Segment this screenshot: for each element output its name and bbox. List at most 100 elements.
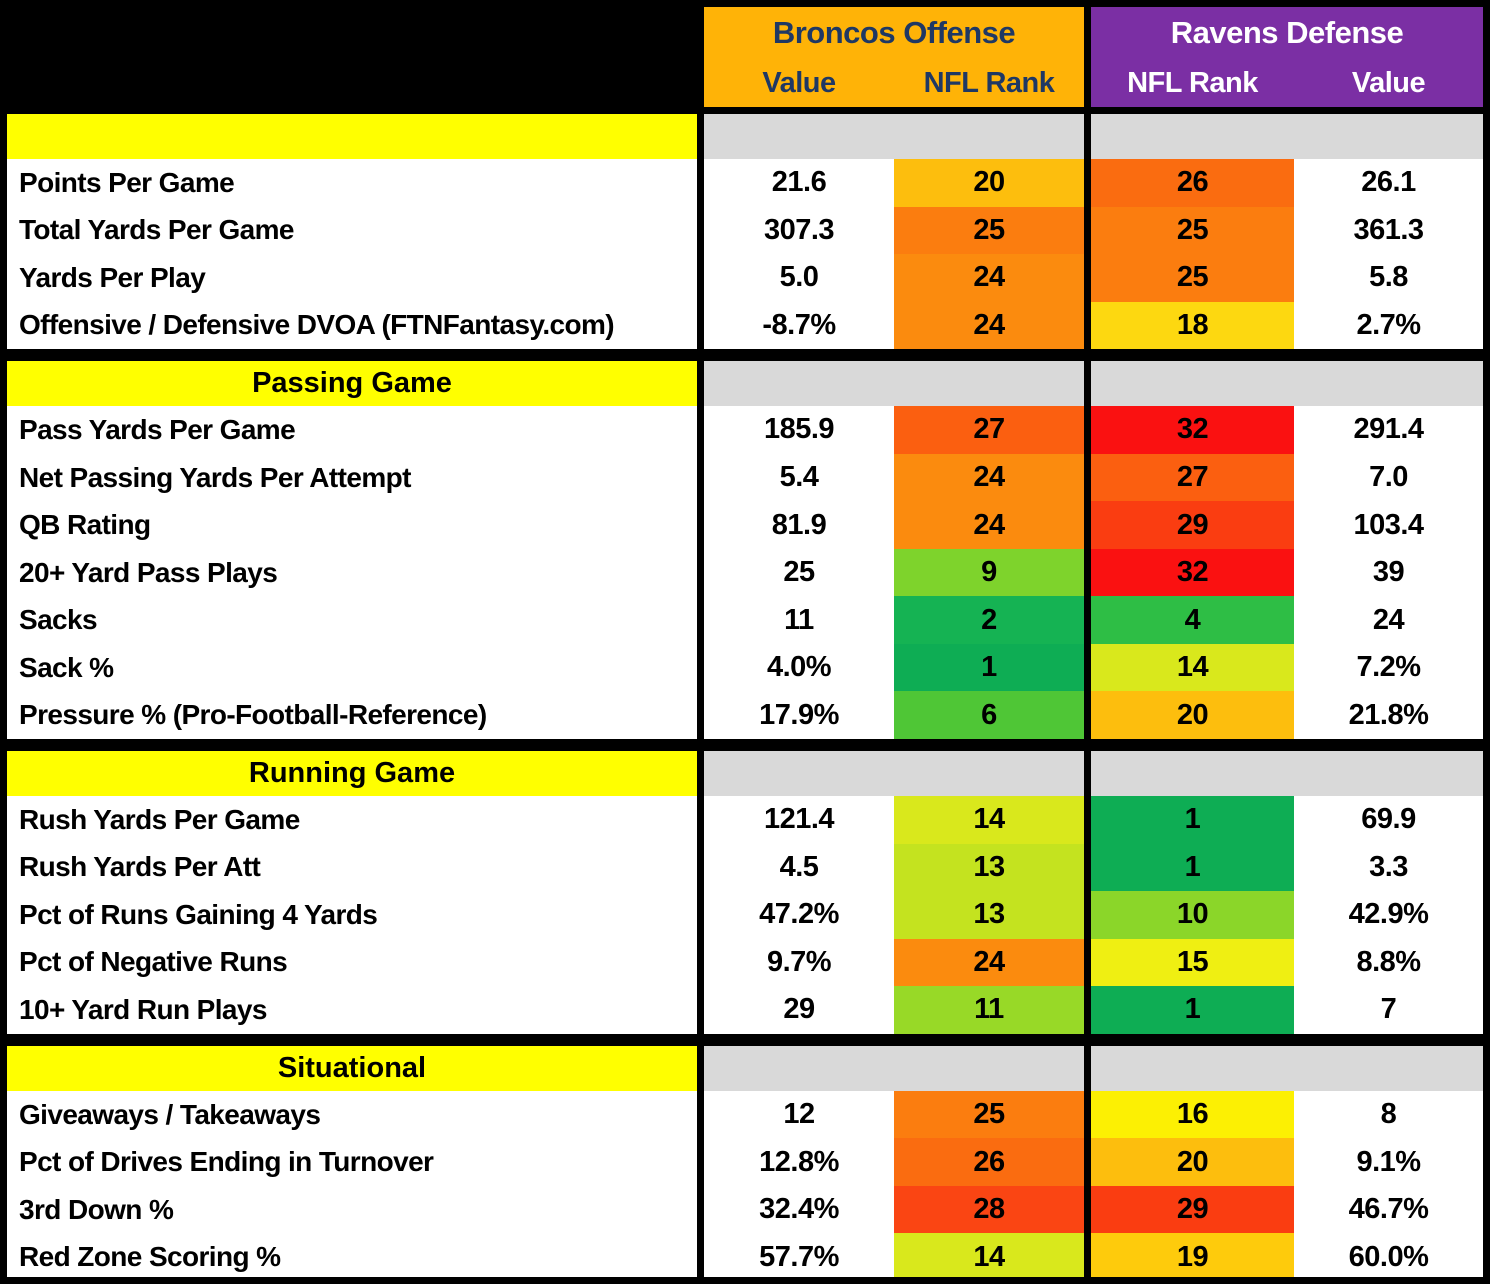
section-spacer — [704, 1045, 894, 1091]
def-rank-cell: 18 — [1084, 301, 1294, 350]
stat-name-cell: QB Rating — [7, 501, 704, 549]
def-value-cell: 24 — [1294, 596, 1483, 644]
def-rank-cell: 19 — [1084, 1233, 1294, 1277]
off-value-cell: 11 — [704, 596, 894, 644]
section-label: Passing Game — [7, 361, 704, 407]
broncos-offense-header: Broncos Offense — [704, 7, 1084, 59]
section-spacer — [1294, 361, 1483, 407]
section-label — [7, 114, 704, 159]
section-spacer — [1294, 1045, 1483, 1091]
section-spacer — [1084, 1045, 1294, 1091]
off-rank-cell: 26 — [894, 1138, 1084, 1186]
off-value-cell: 47.2% — [704, 891, 894, 939]
def-rank-cell: 15 — [1084, 938, 1294, 987]
def-value-cell: 7.0 — [1294, 453, 1483, 502]
stat-name-cell: Offensive / Defensive DVOA (FTNFantasy.c… — [7, 301, 704, 350]
stat-name-cell: Sack % — [7, 643, 704, 692]
stat-name-cell: Pct of Drives Ending in Turnover — [7, 1138, 704, 1186]
def-value-cell: 7.2% — [1294, 643, 1483, 692]
ravens-defense-header: Ravens Defense — [1084, 7, 1483, 59]
def-value-cell: 103.4 — [1294, 501, 1483, 549]
off-value-cell: 21.6 — [704, 159, 894, 207]
def-rank-cell: 14 — [1084, 643, 1294, 692]
off-value-cell: 9.7% — [704, 938, 894, 987]
section-spacer — [704, 114, 894, 159]
def-value-cell: 291.4 — [1294, 406, 1483, 454]
def-value-cell: 361.3 — [1294, 206, 1483, 255]
off-rank-cell: 24 — [894, 254, 1084, 302]
off-value-cell: 57.7% — [704, 1233, 894, 1277]
off-value-cell: 12 — [704, 1090, 894, 1139]
def-value-cell: 69.9 — [1294, 796, 1483, 844]
section-spacer — [1084, 361, 1294, 407]
def-rank-cell: 4 — [1084, 596, 1294, 644]
def-rank-cell: 25 — [1084, 254, 1294, 302]
off-value-cell: 29 — [704, 986, 894, 1034]
stat-name-cell: 3rd Down % — [7, 1185, 704, 1234]
header-separator — [7, 107, 1483, 114]
def-rank-cell: 32 — [1084, 406, 1294, 454]
def-value-cell: 3.3 — [1294, 843, 1483, 892]
stat-name-cell: Rush Yards Per Game — [7, 796, 704, 844]
def-rank-cell: 20 — [1084, 691, 1294, 740]
def-value-cell: 46.7% — [1294, 1185, 1483, 1234]
stat-name-cell: 10+ Yard Run Plays — [7, 986, 704, 1034]
stat-name-cell: Pct of Runs Gaining 4 Yards — [7, 891, 704, 939]
stat-name-cell: Giveaways / Takeaways — [7, 1090, 704, 1139]
stat-name-cell: Pressure % (Pro-Football-Reference) — [7, 691, 704, 740]
section-separator — [7, 349, 1483, 362]
off-value-cell: 81.9 — [704, 501, 894, 549]
off-rank-cell: 24 — [894, 301, 1084, 350]
off-rank-cell: 6 — [894, 691, 1084, 740]
section-spacer — [894, 1045, 1084, 1091]
broncos-value-column-header: Value — [704, 59, 894, 107]
off-value-cell: 5.4 — [704, 453, 894, 502]
off-value-cell: 4.0% — [704, 643, 894, 692]
ravens-value-column-header: Value — [1294, 59, 1483, 107]
stat-name-cell: 20+ Yard Pass Plays — [7, 548, 704, 597]
section-spacer — [894, 361, 1084, 407]
off-rank-cell: 13 — [894, 843, 1084, 892]
off-rank-cell: 11 — [894, 986, 1084, 1034]
off-value-cell: 17.9% — [704, 691, 894, 740]
off-rank-cell: 2 — [894, 596, 1084, 644]
section-separator — [7, 739, 1483, 752]
off-rank-cell: 13 — [894, 891, 1084, 939]
stat-name-cell: Sacks — [7, 596, 704, 644]
off-rank-cell: 24 — [894, 501, 1084, 549]
off-value-cell: -8.7% — [704, 301, 894, 350]
section-label: Situational — [7, 1045, 704, 1091]
def-rank-cell: 10 — [1084, 891, 1294, 939]
def-value-cell: 8 — [1294, 1090, 1483, 1139]
corner-cell — [7, 7, 704, 107]
section-spacer — [1294, 751, 1483, 797]
def-rank-cell: 16 — [1084, 1090, 1294, 1139]
broncos-rank-column-header: NFL Rank — [894, 59, 1084, 107]
off-rank-cell: 25 — [894, 206, 1084, 255]
off-value-cell: 185.9 — [704, 406, 894, 454]
section-spacer — [704, 751, 894, 797]
stat-name-cell: Points Per Game — [7, 159, 704, 207]
off-value-cell: 5.0 — [704, 254, 894, 302]
def-rank-cell: 29 — [1084, 1185, 1294, 1234]
def-rank-cell: 26 — [1084, 159, 1294, 207]
stat-name-cell: Pct of Negative Runs — [7, 938, 704, 987]
section-spacer — [1294, 114, 1483, 159]
def-value-cell: 39 — [1294, 548, 1483, 597]
off-rank-cell: 14 — [894, 1233, 1084, 1277]
off-rank-cell: 1 — [894, 643, 1084, 692]
section-separator — [7, 1033, 1483, 1046]
def-value-cell: 26.1 — [1294, 159, 1483, 207]
def-value-cell: 9.1% — [1294, 1138, 1483, 1186]
stat-name-cell: Rush Yards Per Att — [7, 843, 704, 892]
stat-name-cell: Red Zone Scoring % — [7, 1233, 704, 1277]
def-value-cell: 2.7% — [1294, 301, 1483, 350]
off-rank-cell: 9 — [894, 548, 1084, 597]
off-rank-cell: 14 — [894, 796, 1084, 844]
def-rank-cell: 29 — [1084, 501, 1294, 549]
def-rank-cell: 1 — [1084, 796, 1294, 844]
off-value-cell: 32.4% — [704, 1185, 894, 1234]
stat-name-cell: Total Yards Per Game — [7, 206, 704, 255]
ravens-rank-column-header: NFL Rank — [1084, 59, 1294, 107]
